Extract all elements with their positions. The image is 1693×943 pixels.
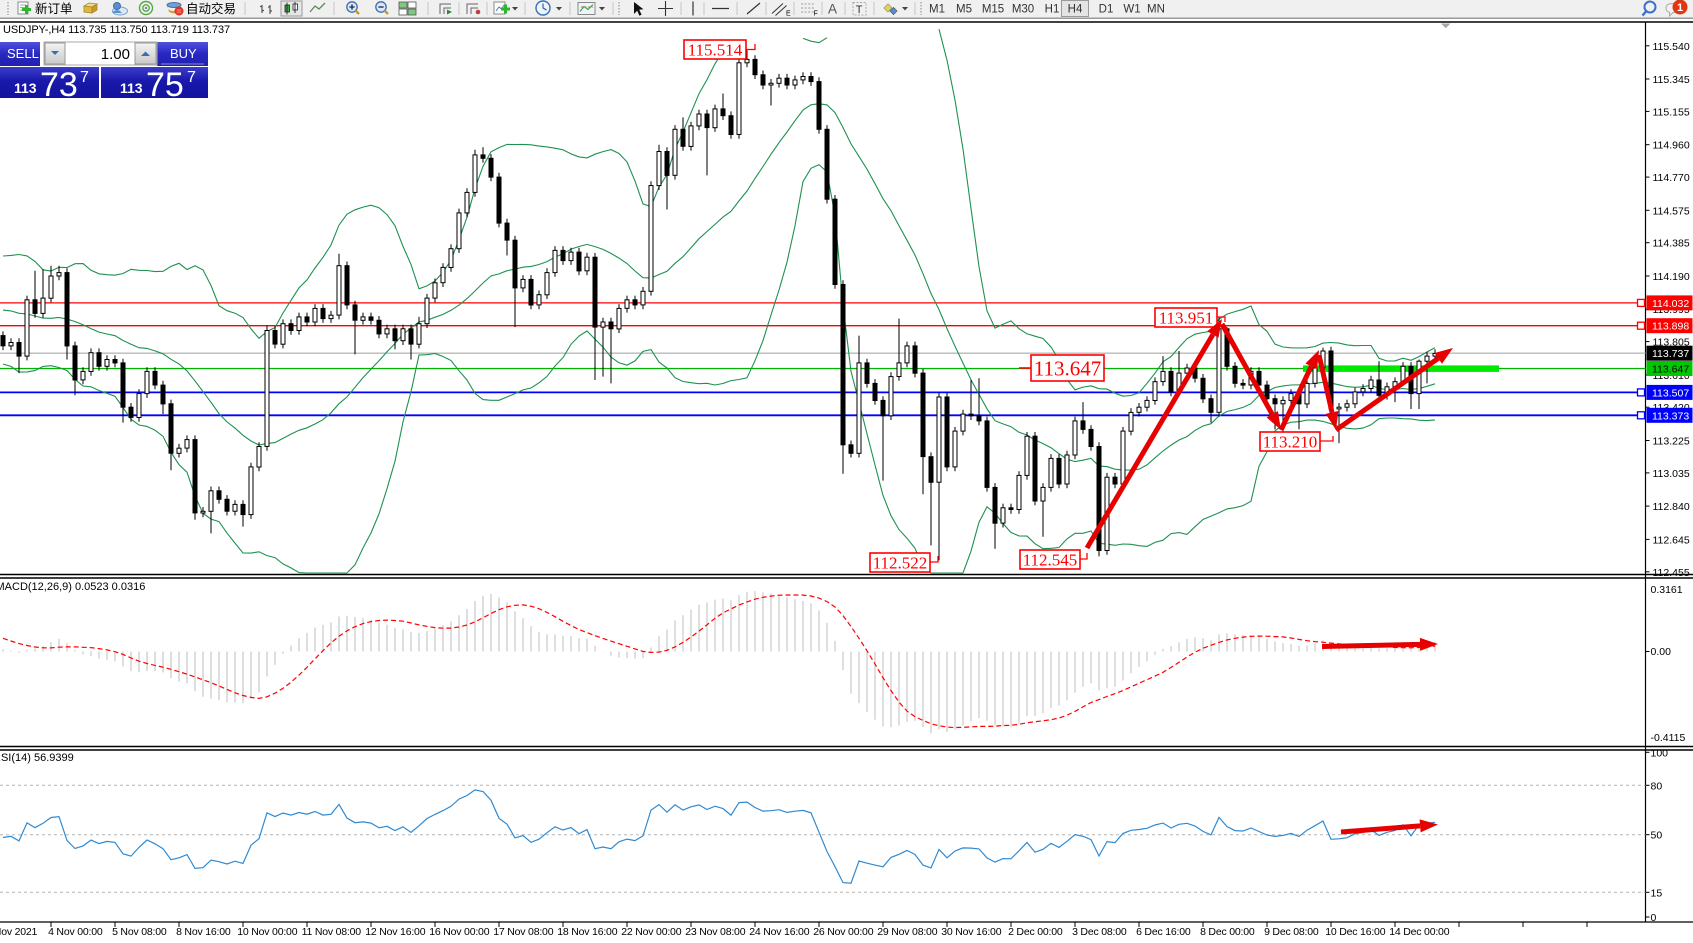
svg-text:5 Nov 08:00: 5 Nov 08:00 <box>112 926 167 938</box>
svg-text:114.770: 114.770 <box>1653 172 1690 184</box>
svg-text:7: 7 <box>187 69 196 86</box>
svg-text:M1: M1 <box>929 4 945 16</box>
svg-text:H1: H1 <box>1045 4 1060 16</box>
svg-text:-0.4115: -0.4115 <box>1651 732 1686 744</box>
svg-text:0.00: 0.00 <box>1651 646 1672 658</box>
svg-text:23 Nov 08:00: 23 Nov 08:00 <box>685 926 745 938</box>
svg-text:114.385: 114.385 <box>1653 238 1690 250</box>
svg-text:10 Nov 00:00: 10 Nov 00:00 <box>237 926 297 938</box>
svg-text:29 Nov 08:00: 29 Nov 08:00 <box>877 926 937 938</box>
svg-text:M15: M15 <box>982 4 1004 16</box>
svg-text:113.035: 113.035 <box>1653 468 1690 480</box>
svg-text:0: 0 <box>1651 912 1657 924</box>
svg-text:114.960: 114.960 <box>1653 140 1690 152</box>
svg-text:16 Nov 00:00: 16 Nov 00:00 <box>429 926 489 938</box>
svg-text:75: 75 <box>146 66 184 104</box>
svg-text:26 Nov 00:00: 26 Nov 00:00 <box>813 926 873 938</box>
svg-text:4 Nov 00:00: 4 Nov 00:00 <box>48 926 103 938</box>
svg-text:114.190: 114.190 <box>1653 271 1690 283</box>
svg-text:自动交易: 自动交易 <box>186 1 236 16</box>
svg-text:3 Nov 2021: 3 Nov 2021 <box>0 926 38 938</box>
svg-text:8 Nov 16:00: 8 Nov 16:00 <box>176 926 231 938</box>
svg-text:M30: M30 <box>1012 4 1034 16</box>
svg-text:E: E <box>786 11 791 18</box>
svg-text:7: 7 <box>80 69 89 86</box>
svg-text:113.225: 113.225 <box>1653 436 1690 448</box>
svg-text:112.645: 112.645 <box>1653 534 1690 546</box>
svg-text:113.647: 113.647 <box>1652 364 1689 376</box>
svg-text:113: 113 <box>14 80 37 96</box>
svg-text:6 Dec 16:00: 6 Dec 16:00 <box>1136 926 1191 938</box>
svg-text:115.514: 115.514 <box>688 41 743 60</box>
svg-text:H4: H4 <box>1068 4 1083 16</box>
svg-text:18 Nov 16:00: 18 Nov 16:00 <box>557 926 617 938</box>
svg-text:3 Dec 08:00: 3 Dec 08:00 <box>1072 926 1127 938</box>
svg-text:1.00: 1.00 <box>101 46 130 63</box>
svg-text:MACD(12,26,9) 0.0523 0.0316: MACD(12,26,9) 0.0523 0.0316 <box>0 581 145 593</box>
svg-text:15: 15 <box>1651 887 1663 899</box>
svg-text:112.840: 112.840 <box>1653 501 1690 513</box>
svg-text:113: 113 <box>120 80 143 96</box>
svg-text:M5: M5 <box>956 4 972 16</box>
svg-text:14 Dec 00:00: 14 Dec 00:00 <box>1389 926 1449 938</box>
svg-text:24 Nov 16:00: 24 Nov 16:00 <box>749 926 809 938</box>
svg-text:113.898: 113.898 <box>1652 321 1689 333</box>
svg-text:112.455: 112.455 <box>1653 567 1690 579</box>
svg-text:112.522: 112.522 <box>873 554 928 573</box>
svg-text:D1: D1 <box>1099 4 1114 16</box>
svg-text:10 Dec 16:00: 10 Dec 16:00 <box>1325 926 1385 938</box>
svg-text:8 Dec 00:00: 8 Dec 00:00 <box>1200 926 1255 938</box>
svg-text:115.540: 115.540 <box>1653 41 1690 53</box>
svg-text:0.3161: 0.3161 <box>1651 584 1683 596</box>
svg-text:113.805: 113.805 <box>1653 337 1690 349</box>
svg-text:73: 73 <box>40 66 78 104</box>
svg-text:30 Nov 16:00: 30 Nov 16:00 <box>941 926 1001 938</box>
svg-text:RSI(14) 56.9399: RSI(14) 56.9399 <box>0 752 74 764</box>
svg-text:1: 1 <box>1677 2 1683 14</box>
svg-text:新订单: 新订单 <box>35 1 73 16</box>
svg-text:11 Nov 08:00: 11 Nov 08:00 <box>302 926 362 938</box>
svg-text:USDJPY-,H4 113.735 113.750 11: USDJPY-,H4 113.735 113.750 113.719 113.7… <box>3 24 230 36</box>
svg-text:113.373: 113.373 <box>1652 410 1689 422</box>
svg-text:SELL: SELL <box>7 46 39 61</box>
svg-text:W1: W1 <box>1123 4 1140 16</box>
svg-text:22 Nov 00:00: 22 Nov 00:00 <box>621 926 681 938</box>
svg-text:12 Nov 16:00: 12 Nov 16:00 <box>365 926 425 938</box>
svg-text:114.032: 114.032 <box>1652 298 1689 310</box>
svg-text:T: T <box>856 4 863 16</box>
svg-text:113.647: 113.647 <box>1034 357 1101 381</box>
svg-text:A: A <box>828 2 837 17</box>
svg-text:113.507: 113.507 <box>1652 387 1689 399</box>
svg-text:F: F <box>814 11 818 18</box>
svg-text:17 Nov 08:00: 17 Nov 08:00 <box>493 926 553 938</box>
svg-text:100: 100 <box>1651 747 1669 759</box>
svg-text:80: 80 <box>1651 780 1663 792</box>
svg-text:50: 50 <box>1651 830 1663 842</box>
svg-text:MN: MN <box>1147 4 1165 16</box>
svg-text:112.545: 112.545 <box>1023 551 1078 570</box>
svg-text:BUY: BUY <box>170 46 197 61</box>
svg-text:115.345: 115.345 <box>1653 74 1690 86</box>
svg-text:9 Dec 08:00: 9 Dec 08:00 <box>1264 926 1319 938</box>
svg-text:115.155: 115.155 <box>1653 106 1690 118</box>
svg-text:113.951: 113.951 <box>1159 309 1214 328</box>
svg-text:113.210: 113.210 <box>1263 433 1318 452</box>
svg-text:114.575: 114.575 <box>1653 205 1690 217</box>
svg-text:113.737: 113.737 <box>1652 348 1689 360</box>
svg-text:2 Dec 00:00: 2 Dec 00:00 <box>1008 926 1063 938</box>
